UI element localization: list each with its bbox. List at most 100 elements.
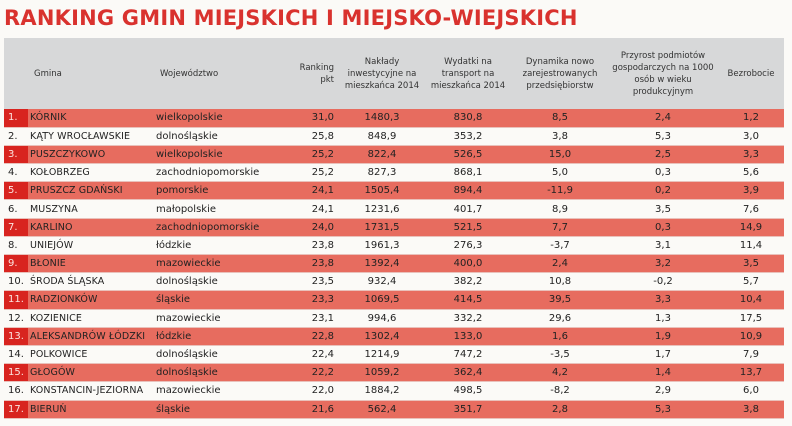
wojewodztwo: dolnośląskie: [154, 363, 290, 383]
wydatki-value: 353,2: [424, 127, 512, 146]
dynamika-value: 2,4: [512, 254, 608, 274]
dynamika-value: -8,2: [512, 381, 608, 401]
wydatki-value: 382,2: [424, 272, 512, 292]
ranking-value: 23,8: [290, 236, 340, 256]
naklady-value: 1214,9: [340, 345, 424, 365]
ranking-value: 24,1: [290, 199, 340, 219]
table-row: 2. KĄTY WROCŁAWSKIE dolnośląskie 25,8 848,9 3…: [4, 127, 784, 146]
przyrost-value: 5,3: [608, 400, 718, 419]
ranking-value: 23,1: [290, 309, 340, 328]
page-title: RANKING GMIN MIEJSKICH I MIEJSKO-WIEJSKI…: [4, 6, 578, 30]
wydatki-value: 332,2: [424, 309, 512, 328]
wojewodztwo: śląskie: [154, 400, 290, 419]
bezrobocie-value: 3,0: [718, 127, 784, 146]
dynamika-value: 10,8: [512, 272, 608, 292]
naklady-value: 848,9: [340, 127, 424, 146]
table-row: 10. ŚRODA ŚLĄSKA dolnośląskie 23,5 932,4 382,…: [4, 272, 784, 292]
table-row: 14. POLKOWICE dolnośląskie 22,4 1214,9 747,2-…: [4, 345, 784, 365]
wydatki-value: 747,2: [424, 345, 512, 365]
dynamika-value: 8,5: [512, 109, 608, 128]
przyrost-value: 1,4: [608, 363, 718, 383]
table-header-row: Gmina Województwo Ranking pkt Nakłady in…: [4, 38, 784, 109]
ranking-value: 22,2: [290, 363, 340, 383]
wydatki-value: 362,4: [424, 363, 512, 383]
header-lp: [4, 38, 28, 109]
dynamika-value: -3,7: [512, 236, 608, 256]
przyrost-value: 2,9: [608, 381, 718, 401]
naklady-value: 562,4: [340, 400, 424, 419]
przyrost-value: 3,2: [608, 254, 718, 274]
wydatki-value: 498,5: [424, 381, 512, 401]
header-dynamika: Dynamika nowo zarejestrowanych przedsięb…: [522, 56, 598, 91]
wydatki-value: 400,0: [424, 254, 512, 274]
table-row: 8. UNIEJÓW łódzkie 23,8 1961,3 276,3 -3,7 3,1 11…: [4, 236, 784, 256]
naklady-value: 827,3: [340, 163, 424, 183]
wydatki-value: 401,7: [424, 199, 512, 219]
bezrobocie-value: 14,9: [718, 218, 784, 237]
przyrost-value: 3,5: [608, 199, 718, 219]
bezrobocie-value: 7,6: [718, 199, 784, 219]
przyrost-value: 2,4: [608, 109, 718, 128]
dynamika-value: -11,9: [512, 181, 608, 201]
naklady-value: 1731,5: [340, 218, 424, 237]
przyrost-value: 0,3: [608, 218, 718, 237]
ranking-value: 24,1: [290, 181, 340, 201]
przyrost-value: 1,7: [608, 345, 718, 365]
dynamika-value: -3,5: [512, 345, 608, 365]
header-przyrost: Przyrost podmiotów gospodarczych na 1000…: [612, 50, 714, 97]
wojewodztwo: mazowieckie: [154, 309, 290, 328]
bezrobocie-value: 10,4: [718, 290, 784, 310]
ranking-value: 22,8: [290, 327, 340, 346]
wydatki-value: 526,5: [424, 145, 512, 165]
dynamika-value: 15,0: [512, 145, 608, 165]
przyrost-value: 3,1: [608, 236, 718, 256]
bezrobocie-value: 7,9: [718, 345, 784, 365]
wydatki-value: 894,4: [424, 181, 512, 201]
wydatki-value: 830,8: [424, 109, 512, 128]
naklady-value: 1480,3: [340, 109, 424, 128]
wydatki-value: 868,1: [424, 163, 512, 183]
wojewodztwo: dolnośląskie: [154, 127, 290, 146]
dynamika-value: 29,6: [512, 309, 608, 328]
bezrobocie-value: 10,9: [718, 327, 784, 346]
gmina-name: MUSZYNA: [28, 199, 154, 219]
naklady-value: 1505,4: [340, 181, 424, 201]
header-wydatki: Wydatki na transport na mieszkańca 2014: [430, 56, 506, 91]
naklady-value: 1392,4: [340, 254, 424, 274]
dynamika-value: 8,9: [512, 199, 608, 219]
gmina-name: KARLINO: [28, 218, 154, 237]
ranking-value: 25,8: [290, 127, 340, 146]
ranking-value: 21,6: [290, 400, 340, 419]
gmina-name: UNIEJÓW: [28, 236, 154, 256]
row-number: 2.: [4, 127, 28, 146]
przyrost-value: 3,3: [608, 290, 718, 310]
table-row: 11. RADZIONKÓW śląskie 23,3 1069,5 414,5 39,5 3…: [4, 290, 784, 310]
wojewodztwo: małopolskie: [154, 199, 290, 219]
ranking-value: 25,2: [290, 163, 340, 183]
gmina-name: KOZIENICE: [28, 309, 154, 328]
naklady-value: 1961,3: [340, 236, 424, 256]
row-number: 11.: [4, 290, 28, 310]
ranking-value: 25,2: [290, 145, 340, 165]
header-gmina: Gmina: [34, 68, 62, 79]
row-number: 17.: [4, 400, 28, 419]
wydatki-value: 133,0: [424, 327, 512, 346]
gmina-name: ALEKSANDRÓW ŁÓDZKI: [28, 327, 154, 346]
gmina-name: PRUSZCZ GDAŃSKI: [28, 181, 154, 201]
bezrobocie-value: 1,2: [718, 109, 784, 128]
table-row: 5. PRUSZCZ GDAŃSKI pomorskie 24,1 1505,4 894,…: [4, 181, 784, 201]
bezrobocie-value: 3,5: [718, 254, 784, 274]
przyrost-value: 0,2: [608, 181, 718, 201]
wydatki-value: 276,3: [424, 236, 512, 256]
ranking-value: 24,0: [290, 218, 340, 237]
przyrost-value: 1,9: [608, 327, 718, 346]
naklady-value: 1059,2: [340, 363, 424, 383]
table-row: 9. BŁONIE mazowieckie 23,8 1392,4 400,0 2,4 3,2…: [4, 254, 784, 274]
naklady-value: 1069,5: [340, 290, 424, 310]
naklady-value: 994,6: [340, 309, 424, 328]
row-number: 6.: [4, 199, 28, 219]
wydatki-value: 521,5: [424, 218, 512, 237]
bezrobocie-value: 3,9: [718, 181, 784, 201]
dynamika-value: 3,8: [512, 127, 608, 146]
